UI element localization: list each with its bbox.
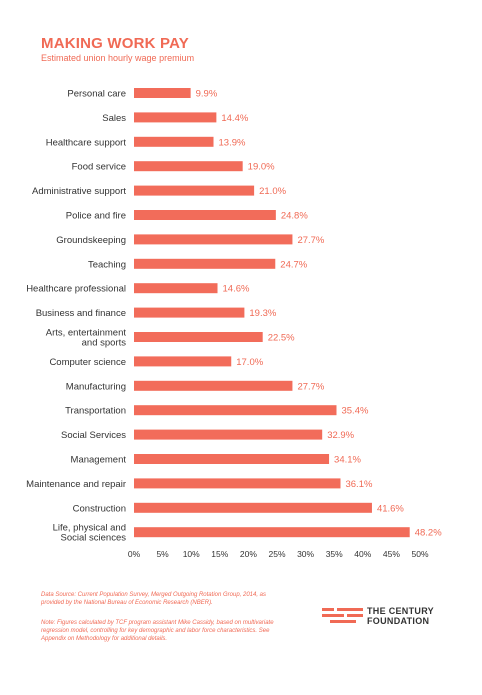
bar bbox=[134, 210, 276, 220]
logo-text: THE CENTURY FOUNDATION bbox=[367, 606, 434, 626]
category-label: Healthcare professional bbox=[26, 284, 126, 295]
value-label: 32.9% bbox=[327, 430, 354, 441]
bar bbox=[134, 356, 232, 367]
bar bbox=[134, 234, 293, 245]
category-label: and sports bbox=[82, 338, 127, 349]
category-label: Life, physical and bbox=[53, 523, 126, 534]
value-label: 17.0% bbox=[236, 357, 263, 368]
bar bbox=[134, 429, 323, 440]
value-label: 13.9% bbox=[219, 137, 246, 148]
bar bbox=[134, 527, 410, 538]
value-label: 36.1% bbox=[345, 479, 372, 490]
category-label: Management bbox=[71, 455, 127, 466]
category-label: Food service bbox=[72, 162, 126, 173]
chart-title: MAKING WORK PAY bbox=[41, 35, 190, 52]
category-label: Social Services bbox=[61, 430, 126, 441]
x-tick-label: 10% bbox=[183, 549, 200, 559]
x-tick-label: 30% bbox=[297, 549, 314, 559]
bar bbox=[134, 502, 372, 513]
x-tick-label: 25% bbox=[268, 549, 285, 559]
century-foundation-logo: THE CENTURY FOUNDATION bbox=[322, 605, 452, 629]
bar bbox=[134, 161, 243, 172]
value-label: 9.9% bbox=[196, 89, 218, 100]
category-label: Teaching bbox=[88, 259, 126, 270]
bar bbox=[134, 185, 255, 196]
value-label: 35.4% bbox=[341, 406, 368, 417]
value-label: 24.7% bbox=[280, 259, 307, 270]
category-label: Transportation bbox=[65, 406, 126, 417]
category-label: Sales bbox=[102, 113, 126, 124]
category-label: Construction bbox=[73, 503, 126, 514]
x-tick-label: 35% bbox=[326, 549, 343, 559]
value-label: 24.8% bbox=[281, 211, 308, 222]
value-label: 41.6% bbox=[377, 503, 404, 514]
bar bbox=[134, 332, 263, 342]
value-label: 27.7% bbox=[297, 381, 324, 392]
bar bbox=[134, 454, 330, 464]
logo-line-2: FOUNDATION bbox=[367, 616, 430, 626]
logo-mark-icon bbox=[322, 608, 364, 624]
x-tick-label: 45% bbox=[383, 549, 400, 559]
category-label: Administrative support bbox=[32, 186, 126, 197]
x-tick-label: 5% bbox=[156, 549, 169, 559]
value-label: 14.4% bbox=[221, 113, 248, 124]
bar bbox=[134, 380, 293, 391]
bar bbox=[134, 405, 337, 416]
category-label: Business and finance bbox=[36, 308, 126, 319]
bar-chart: 9.9% Personal care 14.4% Sales 13.9% Healthca… bbox=[26, 88, 442, 559]
category-label: Police and fire bbox=[66, 211, 126, 222]
bar bbox=[134, 283, 218, 294]
data-source-note: Data Source: Current Population Survey, … bbox=[41, 592, 267, 606]
bar bbox=[134, 136, 214, 147]
value-label: 19.0% bbox=[248, 162, 275, 173]
bar bbox=[134, 307, 245, 318]
category-label: Personal care bbox=[67, 89, 126, 100]
bar bbox=[134, 478, 341, 489]
x-tick-label: 50% bbox=[411, 549, 428, 559]
category-label: Arts, entertainment bbox=[46, 328, 127, 339]
category-label: Computer science bbox=[49, 357, 126, 368]
category-label: Healthcare support bbox=[46, 137, 127, 148]
value-label: 14.6% bbox=[223, 284, 250, 295]
value-label: 22.5% bbox=[268, 333, 295, 344]
x-tick-label: 20% bbox=[240, 549, 257, 559]
category-label: Social sciences bbox=[61, 533, 127, 544]
value-label: 19.3% bbox=[249, 308, 276, 319]
category-label: Groundskeeping bbox=[56, 235, 126, 246]
x-tick-label: 0% bbox=[128, 549, 141, 559]
methodology-note: Note: Figures calculated by TCF program … bbox=[41, 620, 274, 642]
value-label: 34.1% bbox=[334, 455, 361, 466]
value-label: 48.2% bbox=[415, 528, 442, 539]
logo-line-1: THE CENTURY bbox=[367, 606, 434, 616]
bar bbox=[134, 112, 217, 123]
category-label: Maintenance and repair bbox=[26, 479, 126, 490]
bar bbox=[134, 258, 276, 269]
chart-subtitle: Estimated union hourly wage premium bbox=[41, 53, 195, 63]
category-label: Manufacturing bbox=[66, 381, 126, 392]
bar bbox=[134, 88, 191, 98]
x-tick-label: 15% bbox=[211, 549, 228, 559]
x-tick-label: 40% bbox=[354, 549, 371, 559]
value-label: 21.0% bbox=[259, 186, 286, 197]
value-label: 27.7% bbox=[297, 235, 324, 246]
